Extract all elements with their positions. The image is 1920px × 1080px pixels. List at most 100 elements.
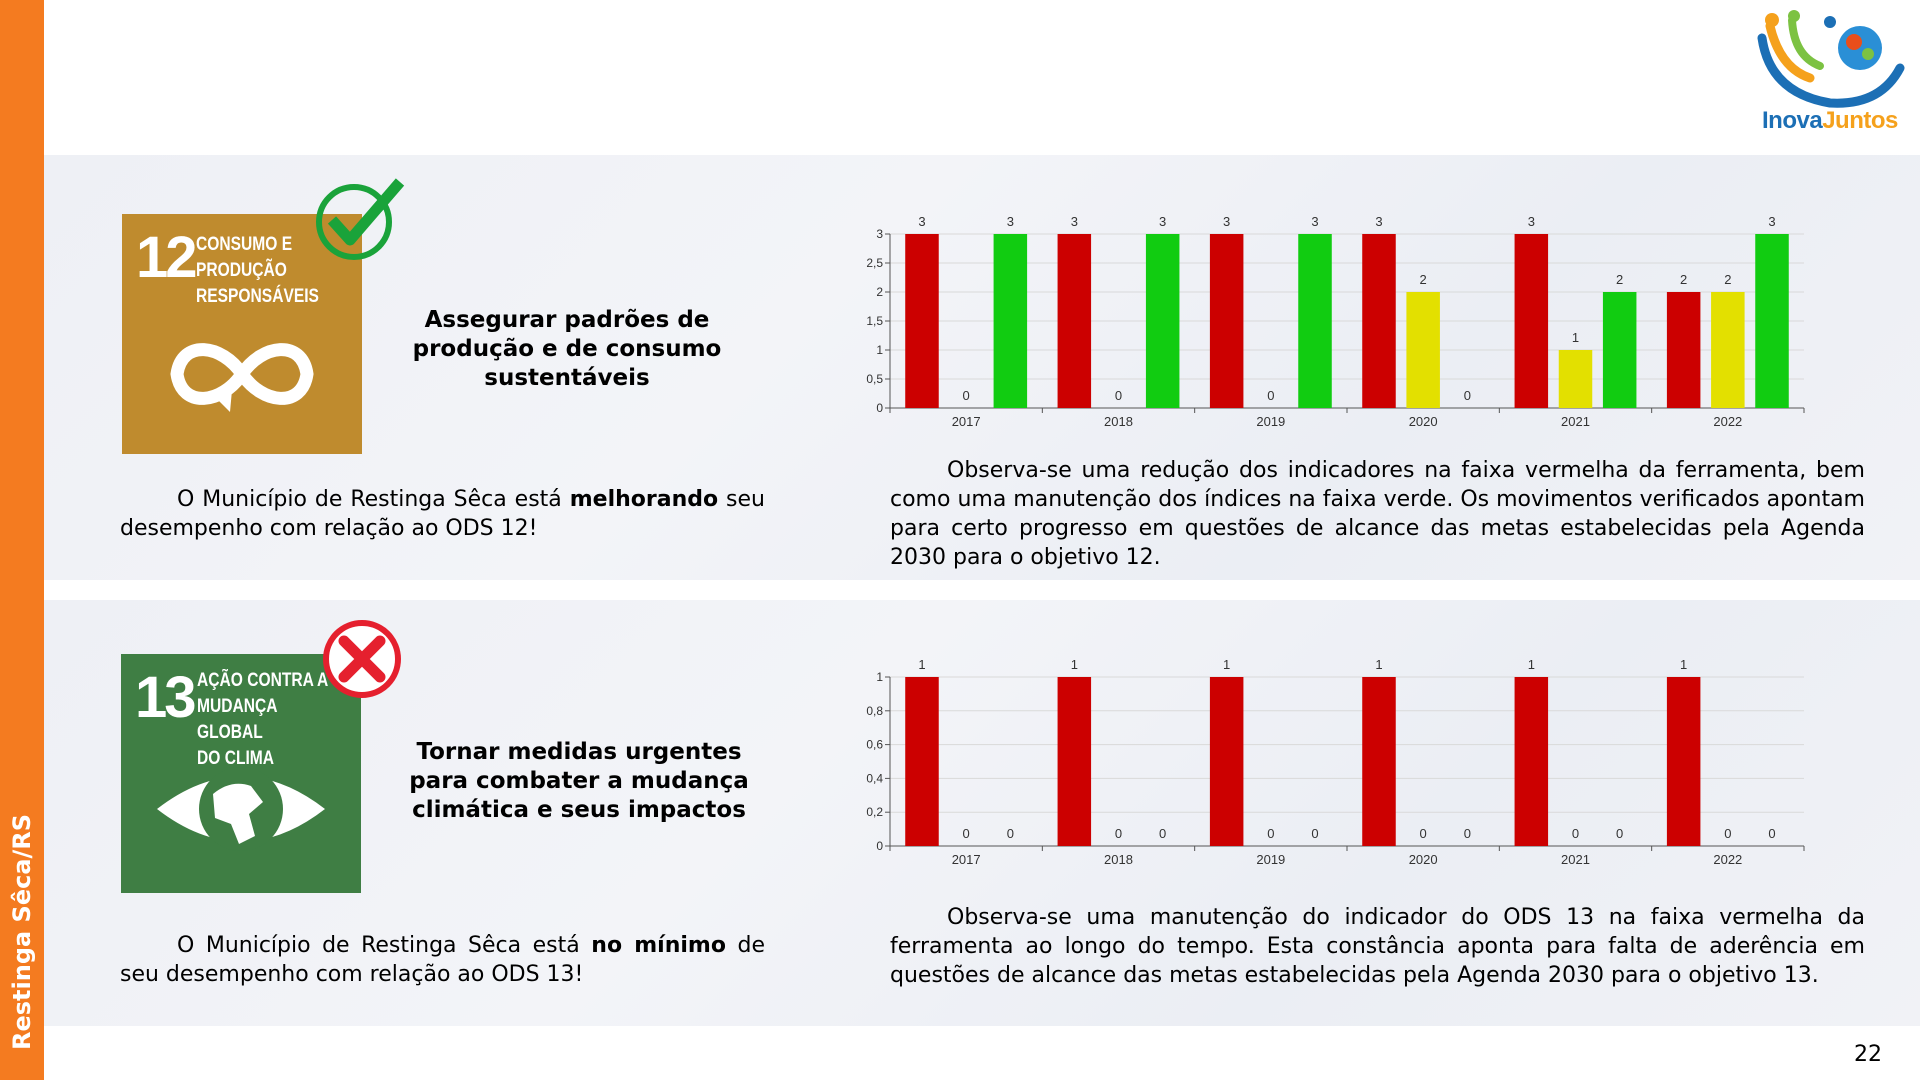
data-label: 0 xyxy=(963,388,970,403)
summary: O Município de Restinga Sêca está melhor… xyxy=(120,485,765,543)
bar xyxy=(1755,234,1789,408)
bar xyxy=(1514,677,1549,846)
y-tick-label: 1 xyxy=(876,670,883,684)
sdg-title: AÇÃO CONTRA A MUDANÇA GLOBAL DO CLIMA xyxy=(197,668,331,772)
data-label: 2 xyxy=(1680,272,1687,287)
bar xyxy=(1057,234,1092,408)
data-label: 1 xyxy=(1528,657,1535,672)
status-cross xyxy=(323,620,401,698)
data-label: 0 xyxy=(1768,826,1775,841)
summary-bold: no mínimo xyxy=(591,933,726,958)
y-tick-label: 1,5 xyxy=(866,314,883,328)
summary-text: seu desempenho com relação ao ODS 12! xyxy=(120,487,765,541)
sdg-title-line: DO CLIMA xyxy=(197,748,275,769)
x-tick-label: 2019 xyxy=(1256,852,1285,867)
y-tick-label: 0 xyxy=(876,401,883,415)
bar xyxy=(1558,350,1593,408)
data-label: 0 xyxy=(1311,826,1318,841)
sdg-symbol xyxy=(170,343,314,412)
x-tick-label: 2020 xyxy=(1409,852,1438,867)
data-label: 2 xyxy=(1724,272,1731,287)
data-label: 1 xyxy=(1223,657,1230,672)
bar xyxy=(905,234,939,408)
data-label: 0 xyxy=(1267,826,1274,841)
y-tick-label: 1 xyxy=(876,343,883,357)
sdg-title-line: RESPONSÁVEIS xyxy=(196,286,319,307)
data-label: 3 xyxy=(1311,214,1318,229)
bar xyxy=(1362,677,1396,846)
bar xyxy=(1209,234,1244,408)
heading: Assegurar padrões de produção e de consu… xyxy=(407,306,727,393)
data-label: 0 xyxy=(963,826,970,841)
sdg-icon: 12 CONSUMO E PRODUÇÃO RESPONSÁVEIS xyxy=(122,214,362,454)
data-label: 0 xyxy=(1159,826,1166,841)
data-label: 2 xyxy=(1616,272,1623,287)
summary-bold: melhorando xyxy=(569,487,719,512)
x-tick-label: 2022 xyxy=(1713,852,1742,867)
data-label: 0 xyxy=(1572,826,1579,841)
heading-line: climática e seus impactos xyxy=(412,797,746,823)
summary-text: O Município de Restinga Sêca está xyxy=(177,487,562,512)
heading-line: Tornar medidas urgentes xyxy=(416,739,742,765)
data-label: 2 xyxy=(1420,272,1427,287)
sdg-title-line: AÇÃO CONTRA A xyxy=(197,670,329,691)
data-label: 0 xyxy=(1464,388,1471,403)
data-label: 0 xyxy=(1007,826,1014,841)
x-tick-label: 2019 xyxy=(1256,414,1285,429)
data-label: 3 xyxy=(1223,214,1230,229)
summary-text: de seu desempenho com relação ao ODS 13! xyxy=(120,933,765,987)
data-label: 1 xyxy=(1680,657,1687,672)
heading-line: Assegurar padrões de xyxy=(424,307,710,333)
sidebar-label: Restinga Sêca/RS xyxy=(8,813,36,1050)
bar xyxy=(1362,234,1396,408)
bar xyxy=(1514,234,1549,408)
sdg-title-line: CONSUMO E xyxy=(196,234,293,255)
data-label: 1 xyxy=(918,657,925,672)
status-check xyxy=(316,178,405,260)
page-number: 22 xyxy=(1854,1042,1882,1067)
x-tick-label: 2018 xyxy=(1104,852,1133,867)
chart: 0 0,2 0,4 0,6 0,8 1 2017 1 0 0 2018 1 0 0 2019 1 0 0 2020 1… xyxy=(866,657,1805,867)
data-label: 0 xyxy=(1115,826,1122,841)
bar xyxy=(1145,234,1180,408)
data-label: 3 xyxy=(1071,214,1078,229)
sidebar xyxy=(0,0,44,1080)
data-label: 0 xyxy=(1724,826,1731,841)
chart: 0 0,5 1 1,5 2 2,5 3 2017 3 0 3 2018 3 0 3 2019 3 0 3 2020 3 2… xyxy=(866,214,1805,429)
data-label: 0 xyxy=(1267,388,1274,403)
logo-part: Juntos xyxy=(1822,107,1898,134)
sdg-icon: 13 AÇÃO CONTRA A MUDANÇA GLOBAL DO CLIMA xyxy=(121,654,361,893)
sdg-number: 13 xyxy=(135,665,196,730)
data-label: 3 xyxy=(1768,214,1775,229)
data-label: 3 xyxy=(1528,214,1535,229)
y-tick-label: 2 xyxy=(876,285,883,299)
logo-text: InovaJuntos xyxy=(1762,107,1898,134)
y-tick-label: 0,5 xyxy=(866,372,883,386)
x-tick-label: 2017 xyxy=(952,852,981,867)
y-tick-label: 0 xyxy=(876,839,883,853)
heading-line: sustentáveis xyxy=(484,365,650,391)
heading-line: para combater a mudança xyxy=(409,768,749,794)
data-label: 0 xyxy=(1115,388,1122,403)
x-tick-label: 2022 xyxy=(1713,414,1742,429)
bar xyxy=(1602,292,1637,408)
bar xyxy=(1711,292,1745,408)
data-label: 3 xyxy=(1159,214,1166,229)
analysis: Observa-se uma redução dos indicadores n… xyxy=(890,458,1865,570)
y-tick-label: 2,5 xyxy=(866,256,883,270)
bar xyxy=(1406,292,1440,408)
y-tick-label: 3 xyxy=(876,227,883,241)
bar xyxy=(1209,677,1244,846)
x-tick-label: 2021 xyxy=(1561,852,1590,867)
bar xyxy=(905,677,939,846)
bar xyxy=(1298,234,1332,408)
data-label: 1 xyxy=(1572,330,1579,345)
sdg-title: CONSUMO E PRODUÇÃO RESPONSÁVEIS xyxy=(196,232,319,310)
x-tick-label: 2018 xyxy=(1104,414,1133,429)
x-tick-label: 2017 xyxy=(952,414,981,429)
x-tick-label: 2020 xyxy=(1409,414,1438,429)
data-label: 0 xyxy=(1464,826,1471,841)
sdg-number: 12 xyxy=(136,225,197,290)
logo-part: Inova xyxy=(1762,107,1823,134)
